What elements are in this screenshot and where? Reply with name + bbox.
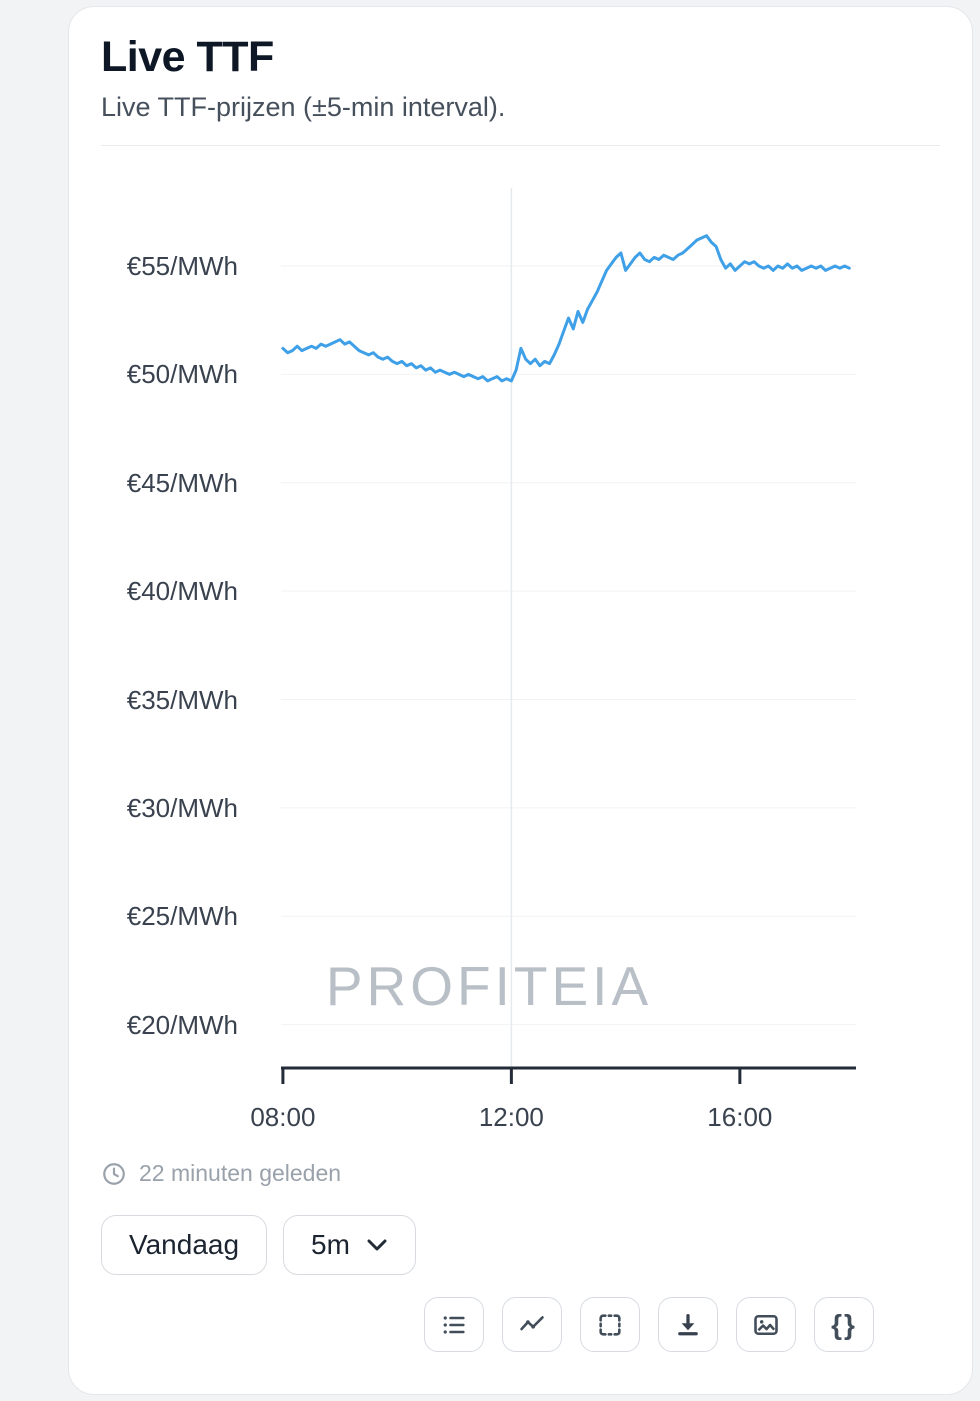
interval-label: 5m (311, 1229, 350, 1260)
price-line (281, 234, 851, 383)
line-chart-button[interactable] (502, 1297, 562, 1352)
download-icon (678, 1313, 698, 1335)
x-axis-label: 16:00 (707, 1102, 773, 1132)
interval-dropdown[interactable]: 5m (283, 1215, 416, 1275)
y-axis-label: €40/MWh (126, 576, 238, 607)
x-axis-label: 12:00 (478, 1102, 544, 1132)
divider (101, 145, 940, 146)
fullscreen-button[interactable] (580, 1297, 640, 1352)
page-title: Live TTF (101, 33, 274, 81)
trend-line-icon (520, 1315, 544, 1330)
y-axis-label: €20/MWh (126, 1009, 238, 1040)
last-updated: 22 minuten geleden (101, 1160, 940, 1187)
list-icon (443, 1315, 465, 1334)
watermark: PROFITEIA (325, 955, 653, 1017)
last-updated-text: 22 minuten geleden (139, 1160, 342, 1186)
fullscreen-icon (599, 1313, 621, 1336)
export-image-button[interactable] (736, 1297, 796, 1352)
chart[interactable]: PROFITEIA €55/MWh €50/MWh €45/MWh €40/MWh €3… (101, 188, 940, 1146)
live-ttf-card: Live TTF Live TTF-prijzen (±5-min interv… (68, 6, 973, 1395)
image-icon (754, 1314, 778, 1335)
y-axis-label: €45/MWh (126, 467, 238, 498)
y-axis-label: €50/MWh (126, 359, 238, 390)
page-subtitle: Live TTF-prijzen (±5-min interval). (101, 92, 506, 122)
y-axis-label: €35/MWh (126, 684, 238, 715)
embed-code-button[interactable]: {} (814, 1297, 874, 1352)
download-button[interactable] (658, 1297, 718, 1352)
chart-controls: Vandaag 5m (101, 1215, 940, 1275)
y-axis-label: €55/MWh (126, 251, 238, 282)
clock-icon (103, 1162, 125, 1185)
y-axis-label: €25/MWh (126, 901, 238, 932)
x-axis-label: 08:00 (250, 1102, 316, 1132)
code-icon: {} (831, 1308, 857, 1340)
chart-canvas (281, 188, 856, 1084)
range-vandaag-button[interactable]: Vandaag (101, 1215, 268, 1275)
y-axis-label: €30/MWh (126, 792, 238, 823)
range-label: Vandaag (129, 1229, 240, 1260)
list-view-button[interactable] (424, 1297, 484, 1352)
chevron-down-icon (367, 1239, 387, 1251)
chart-toolbar: {} (101, 1297, 874, 1352)
